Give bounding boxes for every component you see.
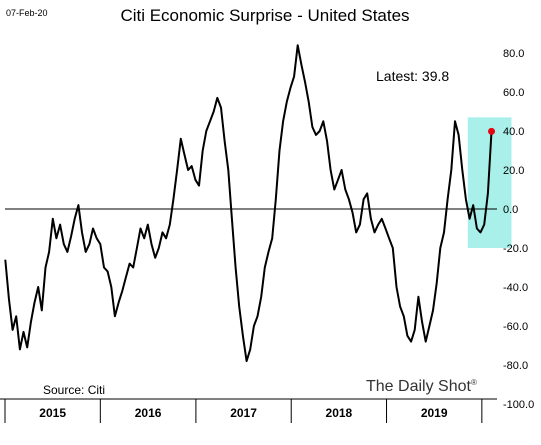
y-tick-label: 60.0 xyxy=(503,87,524,99)
series-line xyxy=(4,44,493,363)
y-tick-label: -40.0 xyxy=(503,282,528,294)
chart-title: Citi Economic Surprise - United States xyxy=(120,6,409,25)
x-tick-label: 2019 xyxy=(421,406,448,420)
latest-point xyxy=(488,127,496,135)
latest-annotation: Latest: 39.8 xyxy=(376,68,449,84)
x-tick-label: 2016 xyxy=(135,406,162,420)
x-tick-label: 2015 xyxy=(39,406,66,420)
brand-registered-mark: ® xyxy=(471,378,477,387)
x-tick-label: 2018 xyxy=(326,406,353,420)
y-tick-label: -80.0 xyxy=(503,360,528,372)
brand-logo: The Daily Shot® xyxy=(366,378,477,395)
highlight-box xyxy=(467,117,512,248)
y-tick-label: -60.0 xyxy=(503,321,528,333)
date-stamp: 07-Feb-20 xyxy=(6,8,48,18)
y-tick-label: -20.0 xyxy=(503,243,528,255)
y-tick-label: 0.0 xyxy=(503,204,518,216)
y-tick-label: 40.0 xyxy=(503,126,524,138)
y-tick-label: -100.0 xyxy=(503,399,534,411)
y-tick-label: 80.0 xyxy=(503,48,524,60)
y-tick-label: 20.0 xyxy=(503,165,524,177)
x-tick-label: 2017 xyxy=(230,406,257,420)
source-note: Source: Citi xyxy=(43,383,105,397)
